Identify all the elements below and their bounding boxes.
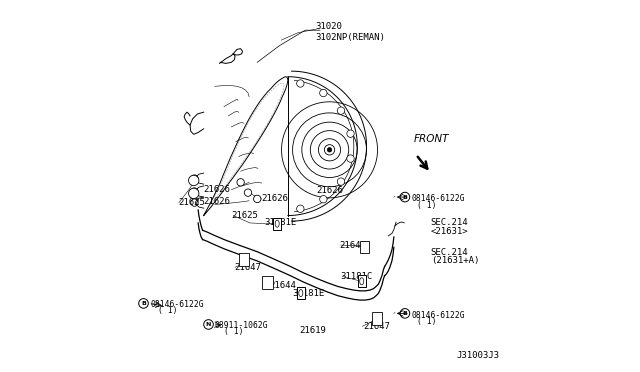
Text: FRONT: FRONT (414, 134, 450, 144)
Text: 08146-6122G: 08146-6122G (151, 300, 205, 309)
Circle shape (237, 179, 244, 186)
Bar (262, 276, 273, 289)
Text: 31181E: 31181E (264, 218, 296, 227)
Text: ( 1): ( 1) (417, 201, 436, 210)
Text: 31181C: 31181C (340, 272, 373, 281)
Bar (360, 241, 369, 253)
Text: 08146-6122G: 08146-6122G (412, 311, 465, 320)
Text: 31020: 31020 (316, 22, 342, 31)
Text: 21626: 21626 (316, 186, 343, 195)
Text: B: B (403, 195, 407, 199)
Text: B: B (403, 311, 407, 316)
Text: 21647: 21647 (364, 322, 390, 331)
Circle shape (327, 148, 332, 152)
Text: <21631>: <21631> (431, 227, 468, 235)
Text: 21625: 21625 (178, 198, 205, 207)
Circle shape (244, 189, 252, 196)
Text: 3102NP(REMAN): 3102NP(REMAN) (316, 33, 385, 42)
Circle shape (347, 155, 354, 162)
Circle shape (297, 205, 304, 212)
Text: 31181E: 31181E (292, 289, 324, 298)
Circle shape (253, 195, 261, 203)
Text: 21626: 21626 (204, 197, 230, 206)
Text: 21619: 21619 (300, 326, 326, 335)
Text: (21631+A): (21631+A) (431, 256, 479, 265)
Circle shape (189, 175, 199, 186)
Text: 08146-6122G: 08146-6122G (412, 195, 465, 203)
Circle shape (189, 188, 199, 199)
Text: ( 1): ( 1) (157, 306, 177, 315)
Text: ( 1): ( 1) (417, 317, 436, 326)
Bar (297, 287, 305, 299)
Text: J31003J3: J31003J3 (456, 350, 499, 359)
Circle shape (319, 89, 327, 97)
Circle shape (337, 178, 345, 185)
Text: 21626: 21626 (261, 195, 288, 203)
Bar (372, 312, 382, 325)
Text: 21644: 21644 (269, 281, 296, 290)
Text: SEC.214: SEC.214 (431, 218, 468, 227)
Bar (239, 253, 250, 266)
Circle shape (347, 130, 354, 137)
Bar (273, 218, 281, 230)
Text: 21647: 21647 (234, 263, 261, 272)
Text: SEC.214: SEC.214 (431, 248, 468, 257)
Circle shape (337, 107, 345, 114)
Text: 21626: 21626 (204, 185, 230, 194)
Text: ( 1): ( 1) (224, 327, 243, 336)
Circle shape (297, 80, 304, 87)
Bar (358, 275, 366, 287)
Text: 21647: 21647 (340, 241, 367, 250)
Text: 21625: 21625 (232, 211, 259, 220)
Text: B: B (141, 301, 146, 306)
Text: N: N (206, 322, 211, 327)
Circle shape (319, 196, 327, 203)
Text: 08911-1062G: 08911-1062G (215, 321, 268, 330)
